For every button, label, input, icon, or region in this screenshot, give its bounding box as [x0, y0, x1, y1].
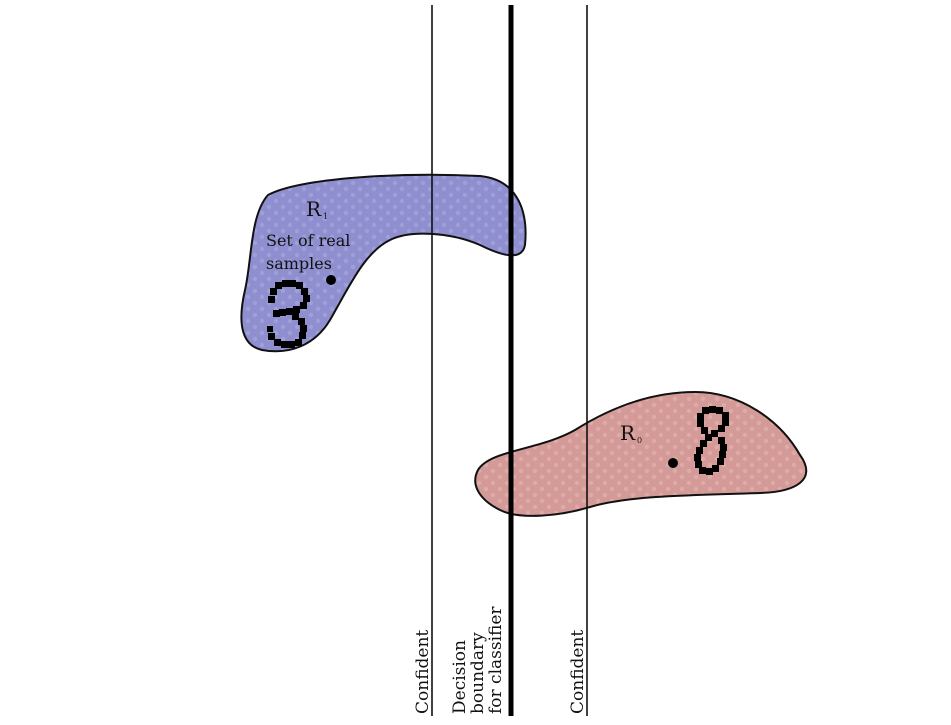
boundary-label-line1: Decision: [450, 640, 470, 714]
fake-sample-point: [668, 458, 678, 468]
region-r1-subscript: 1: [323, 212, 328, 221]
boundary-label-line2: boundary: [468, 632, 488, 714]
region-r0-symbol: R: [620, 421, 636, 445]
region-r1-symbol: R: [306, 197, 322, 221]
real-sample-point: [326, 275, 336, 285]
boundary-label-line3: for classifier: [486, 606, 506, 714]
real-samples-caption-line2: samples: [266, 254, 332, 273]
real-samples-caption-line1: Set of real: [266, 231, 350, 250]
fake-samples-region: [474, 390, 808, 517]
left-confident-label: Confident: [413, 630, 433, 714]
digit-3-image: [267, 280, 310, 348]
region-r0-subscript: 0: [637, 436, 642, 445]
real-samples-region: [240, 173, 527, 353]
digit-8-image: [694, 406, 729, 475]
right-confident-label: Confident: [568, 630, 588, 714]
